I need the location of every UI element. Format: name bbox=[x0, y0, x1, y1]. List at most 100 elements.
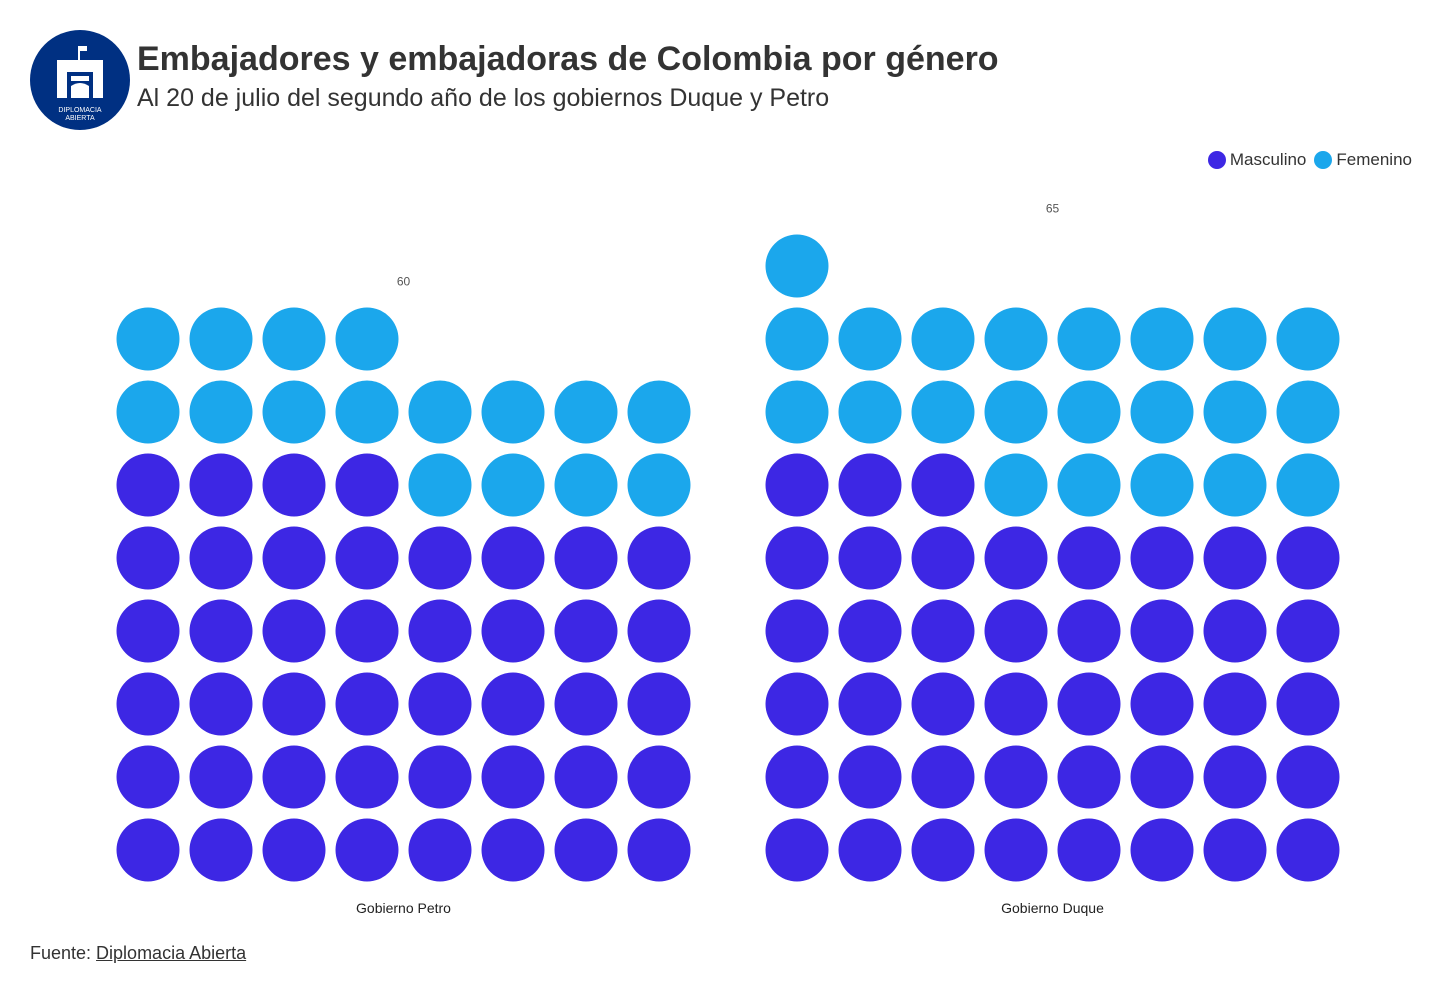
waffle-dot-masculino[interactable] bbox=[765, 453, 829, 517]
source-link[interactable]: Diplomacia Abierta bbox=[96, 943, 247, 963]
waffle-dot-masculino[interactable] bbox=[408, 818, 472, 882]
waffle-dot-masculino[interactable] bbox=[1203, 745, 1267, 809]
waffle-dot-masculino[interactable] bbox=[262, 745, 326, 809]
waffle-dot-masculino[interactable] bbox=[838, 672, 902, 736]
waffle-dot-masculino[interactable] bbox=[262, 453, 326, 517]
waffle-dot-masculino[interactable] bbox=[335, 599, 399, 663]
waffle-dot-femenino[interactable] bbox=[838, 307, 902, 371]
waffle-dot-masculino[interactable] bbox=[1057, 745, 1121, 809]
waffle-dot-masculino[interactable] bbox=[116, 526, 180, 590]
waffle-dot-masculino[interactable] bbox=[911, 818, 975, 882]
waffle-dot-femenino[interactable] bbox=[1130, 307, 1194, 371]
waffle-dot-masculino[interactable] bbox=[765, 599, 829, 663]
waffle-dot-masculino[interactable] bbox=[1130, 672, 1194, 736]
waffle-dot-masculino[interactable] bbox=[1057, 599, 1121, 663]
waffle-dot-masculino[interactable] bbox=[627, 526, 691, 590]
waffle-dot-masculino[interactable] bbox=[1276, 526, 1340, 590]
waffle-dot-masculino[interactable] bbox=[481, 672, 545, 736]
waffle-dot-femenino[interactable] bbox=[765, 234, 829, 298]
waffle-dot-femenino[interactable] bbox=[627, 380, 691, 444]
waffle-dot-masculino[interactable] bbox=[1057, 526, 1121, 590]
waffle-dot-masculino[interactable] bbox=[116, 745, 180, 809]
waffle-dot-femenino[interactable] bbox=[262, 307, 326, 371]
waffle-dot-femenino[interactable] bbox=[911, 307, 975, 371]
waffle-dot-masculino[interactable] bbox=[335, 745, 399, 809]
waffle-dot-masculino[interactable] bbox=[481, 745, 545, 809]
waffle-dot-masculino[interactable] bbox=[765, 745, 829, 809]
waffle-dot-masculino[interactable] bbox=[838, 526, 902, 590]
waffle-dot-masculino[interactable] bbox=[262, 672, 326, 736]
waffle-dot-masculino[interactable] bbox=[262, 818, 326, 882]
waffle-dot-femenino[interactable] bbox=[838, 380, 902, 444]
waffle-dot-masculino[interactable] bbox=[554, 526, 618, 590]
waffle-dot-masculino[interactable] bbox=[627, 672, 691, 736]
waffle-dot-masculino[interactable] bbox=[554, 599, 618, 663]
waffle-dot-masculino[interactable] bbox=[765, 672, 829, 736]
waffle-dot-masculino[interactable] bbox=[189, 818, 253, 882]
waffle-dot-masculino[interactable] bbox=[335, 526, 399, 590]
waffle-dot-masculino[interactable] bbox=[911, 526, 975, 590]
waffle-dot-femenino[interactable] bbox=[984, 307, 1048, 371]
waffle-dot-femenino[interactable] bbox=[1057, 453, 1121, 517]
waffle-dot-masculino[interactable] bbox=[408, 599, 472, 663]
waffle-dot-masculino[interactable] bbox=[838, 453, 902, 517]
waffle-dot-masculino[interactable] bbox=[911, 599, 975, 663]
waffle-dot-masculino[interactable] bbox=[911, 672, 975, 736]
waffle-dot-femenino[interactable] bbox=[1276, 380, 1340, 444]
waffle-dot-masculino[interactable] bbox=[1203, 672, 1267, 736]
waffle-dot-masculino[interactable] bbox=[408, 672, 472, 736]
waffle-dot-masculino[interactable] bbox=[335, 818, 399, 882]
waffle-dot-masculino[interactable] bbox=[838, 745, 902, 809]
waffle-dot-masculino[interactable] bbox=[189, 453, 253, 517]
waffle-dot-femenino[interactable] bbox=[554, 380, 618, 444]
waffle-dot-masculino[interactable] bbox=[1276, 672, 1340, 736]
waffle-dot-femenino[interactable] bbox=[1057, 380, 1121, 444]
waffle-dot-masculino[interactable] bbox=[838, 818, 902, 882]
waffle-dot-masculino[interactable] bbox=[984, 526, 1048, 590]
waffle-dot-masculino[interactable] bbox=[984, 818, 1048, 882]
waffle-dot-femenino[interactable] bbox=[408, 453, 472, 517]
waffle-dot-femenino[interactable] bbox=[481, 380, 545, 444]
waffle-dot-masculino[interactable] bbox=[1130, 745, 1194, 809]
waffle-dot-femenino[interactable] bbox=[554, 453, 618, 517]
waffle-dot-masculino[interactable] bbox=[262, 599, 326, 663]
waffle-dot-femenino[interactable] bbox=[189, 307, 253, 371]
waffle-dot-femenino[interactable] bbox=[408, 380, 472, 444]
waffle-dot-masculino[interactable] bbox=[984, 745, 1048, 809]
waffle-dot-masculino[interactable] bbox=[116, 672, 180, 736]
waffle-dot-masculino[interactable] bbox=[481, 818, 545, 882]
waffle-dot-femenino[interactable] bbox=[911, 380, 975, 444]
waffle-dot-femenino[interactable] bbox=[481, 453, 545, 517]
waffle-dot-masculino[interactable] bbox=[554, 745, 618, 809]
waffle-dot-femenino[interactable] bbox=[1203, 380, 1267, 444]
waffle-dot-masculino[interactable] bbox=[1203, 599, 1267, 663]
waffle-dot-femenino[interactable] bbox=[1203, 307, 1267, 371]
waffle-dot-femenino[interactable] bbox=[1203, 453, 1267, 517]
waffle-dot-femenino[interactable] bbox=[765, 380, 829, 444]
waffle-dot-masculino[interactable] bbox=[1057, 672, 1121, 736]
waffle-dot-masculino[interactable] bbox=[1130, 818, 1194, 882]
waffle-dot-masculino[interactable] bbox=[911, 745, 975, 809]
waffle-dot-femenino[interactable] bbox=[1130, 380, 1194, 444]
waffle-dot-masculino[interactable] bbox=[765, 526, 829, 590]
waffle-dot-masculino[interactable] bbox=[984, 599, 1048, 663]
waffle-dot-femenino[interactable] bbox=[116, 380, 180, 444]
waffle-dot-masculino[interactable] bbox=[911, 453, 975, 517]
waffle-dot-masculino[interactable] bbox=[1130, 599, 1194, 663]
waffle-dot-masculino[interactable] bbox=[627, 599, 691, 663]
waffle-dot-masculino[interactable] bbox=[984, 672, 1048, 736]
waffle-dot-masculino[interactable] bbox=[189, 745, 253, 809]
waffle-dot-femenino[interactable] bbox=[1057, 307, 1121, 371]
waffle-dot-masculino[interactable] bbox=[189, 672, 253, 736]
waffle-dot-femenino[interactable] bbox=[1276, 307, 1340, 371]
waffle-dot-femenino[interactable] bbox=[984, 453, 1048, 517]
waffle-dot-masculino[interactable] bbox=[481, 599, 545, 663]
waffle-dot-femenino[interactable] bbox=[1130, 453, 1194, 517]
waffle-dot-masculino[interactable] bbox=[838, 599, 902, 663]
waffle-dot-femenino[interactable] bbox=[262, 380, 326, 444]
waffle-dot-femenino[interactable] bbox=[335, 307, 399, 371]
waffle-dot-masculino[interactable] bbox=[1130, 526, 1194, 590]
waffle-dot-femenino[interactable] bbox=[984, 380, 1048, 444]
waffle-dot-masculino[interactable] bbox=[1276, 818, 1340, 882]
waffle-dot-masculino[interactable] bbox=[765, 818, 829, 882]
